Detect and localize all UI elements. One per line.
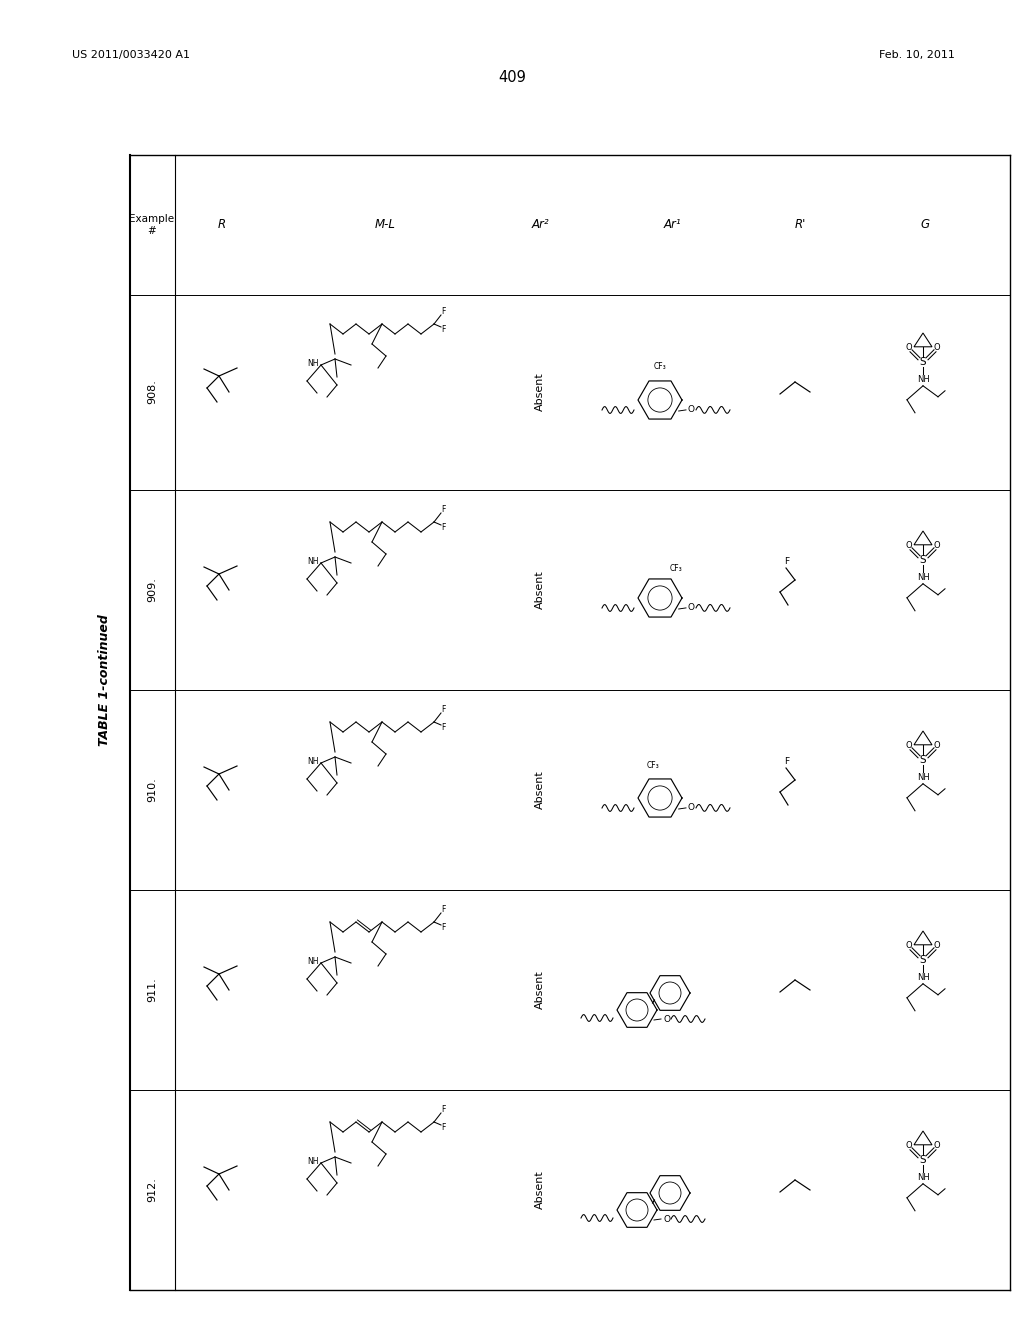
Text: F: F xyxy=(440,723,445,733)
Text: 910.: 910. xyxy=(147,777,157,803)
Text: O: O xyxy=(905,1142,912,1150)
Text: NH: NH xyxy=(307,1156,318,1166)
Text: O: O xyxy=(905,941,912,950)
Text: O: O xyxy=(688,405,695,414)
Text: Ar¹: Ar¹ xyxy=(664,219,681,231)
Text: Absent: Absent xyxy=(535,372,545,412)
Text: 909.: 909. xyxy=(147,578,157,602)
Text: Absent: Absent xyxy=(535,771,545,809)
Text: O: O xyxy=(934,742,940,750)
Text: S: S xyxy=(920,1155,927,1164)
Text: O: O xyxy=(905,541,912,550)
Text: O: O xyxy=(688,804,695,812)
Text: F: F xyxy=(440,506,445,515)
Text: O: O xyxy=(688,603,695,612)
Text: NH: NH xyxy=(307,557,318,565)
Text: NH: NH xyxy=(916,1173,930,1183)
Text: NH: NH xyxy=(916,973,930,982)
Text: O: O xyxy=(934,343,940,352)
Text: R: R xyxy=(218,219,226,231)
Text: Absent: Absent xyxy=(535,970,545,1010)
Text: O: O xyxy=(905,742,912,750)
Text: F: F xyxy=(440,524,445,532)
Text: F: F xyxy=(784,557,790,566)
Text: F: F xyxy=(440,1123,445,1133)
Text: NH: NH xyxy=(307,359,318,367)
Text: S: S xyxy=(920,755,927,764)
Text: G: G xyxy=(921,219,930,231)
Text: M-L: M-L xyxy=(375,219,395,231)
Text: F: F xyxy=(440,906,445,915)
Text: NH: NH xyxy=(916,774,930,783)
Text: O: O xyxy=(663,1214,670,1224)
Text: Absent: Absent xyxy=(535,570,545,610)
Text: R': R' xyxy=(795,219,806,231)
Text: NH: NH xyxy=(307,957,318,965)
Text: O: O xyxy=(905,343,912,352)
Text: O: O xyxy=(934,541,940,550)
Text: S: S xyxy=(920,356,927,367)
Text: Feb. 10, 2011: Feb. 10, 2011 xyxy=(880,50,955,59)
Text: TABLE 1-continued: TABLE 1-continued xyxy=(98,614,112,746)
Text: F: F xyxy=(784,758,790,767)
Text: 908.: 908. xyxy=(147,380,157,404)
Text: F: F xyxy=(440,924,445,932)
Text: O: O xyxy=(934,1142,940,1150)
Text: NH: NH xyxy=(307,756,318,766)
Text: 911.: 911. xyxy=(147,978,157,1002)
Text: NH: NH xyxy=(916,375,930,384)
Text: CF₃: CF₃ xyxy=(653,362,667,371)
Text: Ar²: Ar² xyxy=(531,219,549,231)
Text: F: F xyxy=(440,705,445,714)
Text: 912.: 912. xyxy=(147,1177,157,1203)
Text: F: F xyxy=(440,326,445,334)
Text: Example
#: Example # xyxy=(129,214,174,236)
Text: F: F xyxy=(440,1106,445,1114)
Text: CF₃: CF₃ xyxy=(647,762,659,770)
Text: NH: NH xyxy=(916,573,930,582)
Text: S: S xyxy=(920,954,927,965)
Text: F: F xyxy=(440,308,445,317)
Text: US 2011/0033420 A1: US 2011/0033420 A1 xyxy=(72,50,190,59)
Text: O: O xyxy=(934,941,940,950)
Text: Absent: Absent xyxy=(535,1171,545,1209)
Text: O: O xyxy=(663,1015,670,1023)
Text: CF₃: CF₃ xyxy=(670,564,682,573)
Text: 409: 409 xyxy=(498,70,526,86)
Text: S: S xyxy=(920,554,927,565)
